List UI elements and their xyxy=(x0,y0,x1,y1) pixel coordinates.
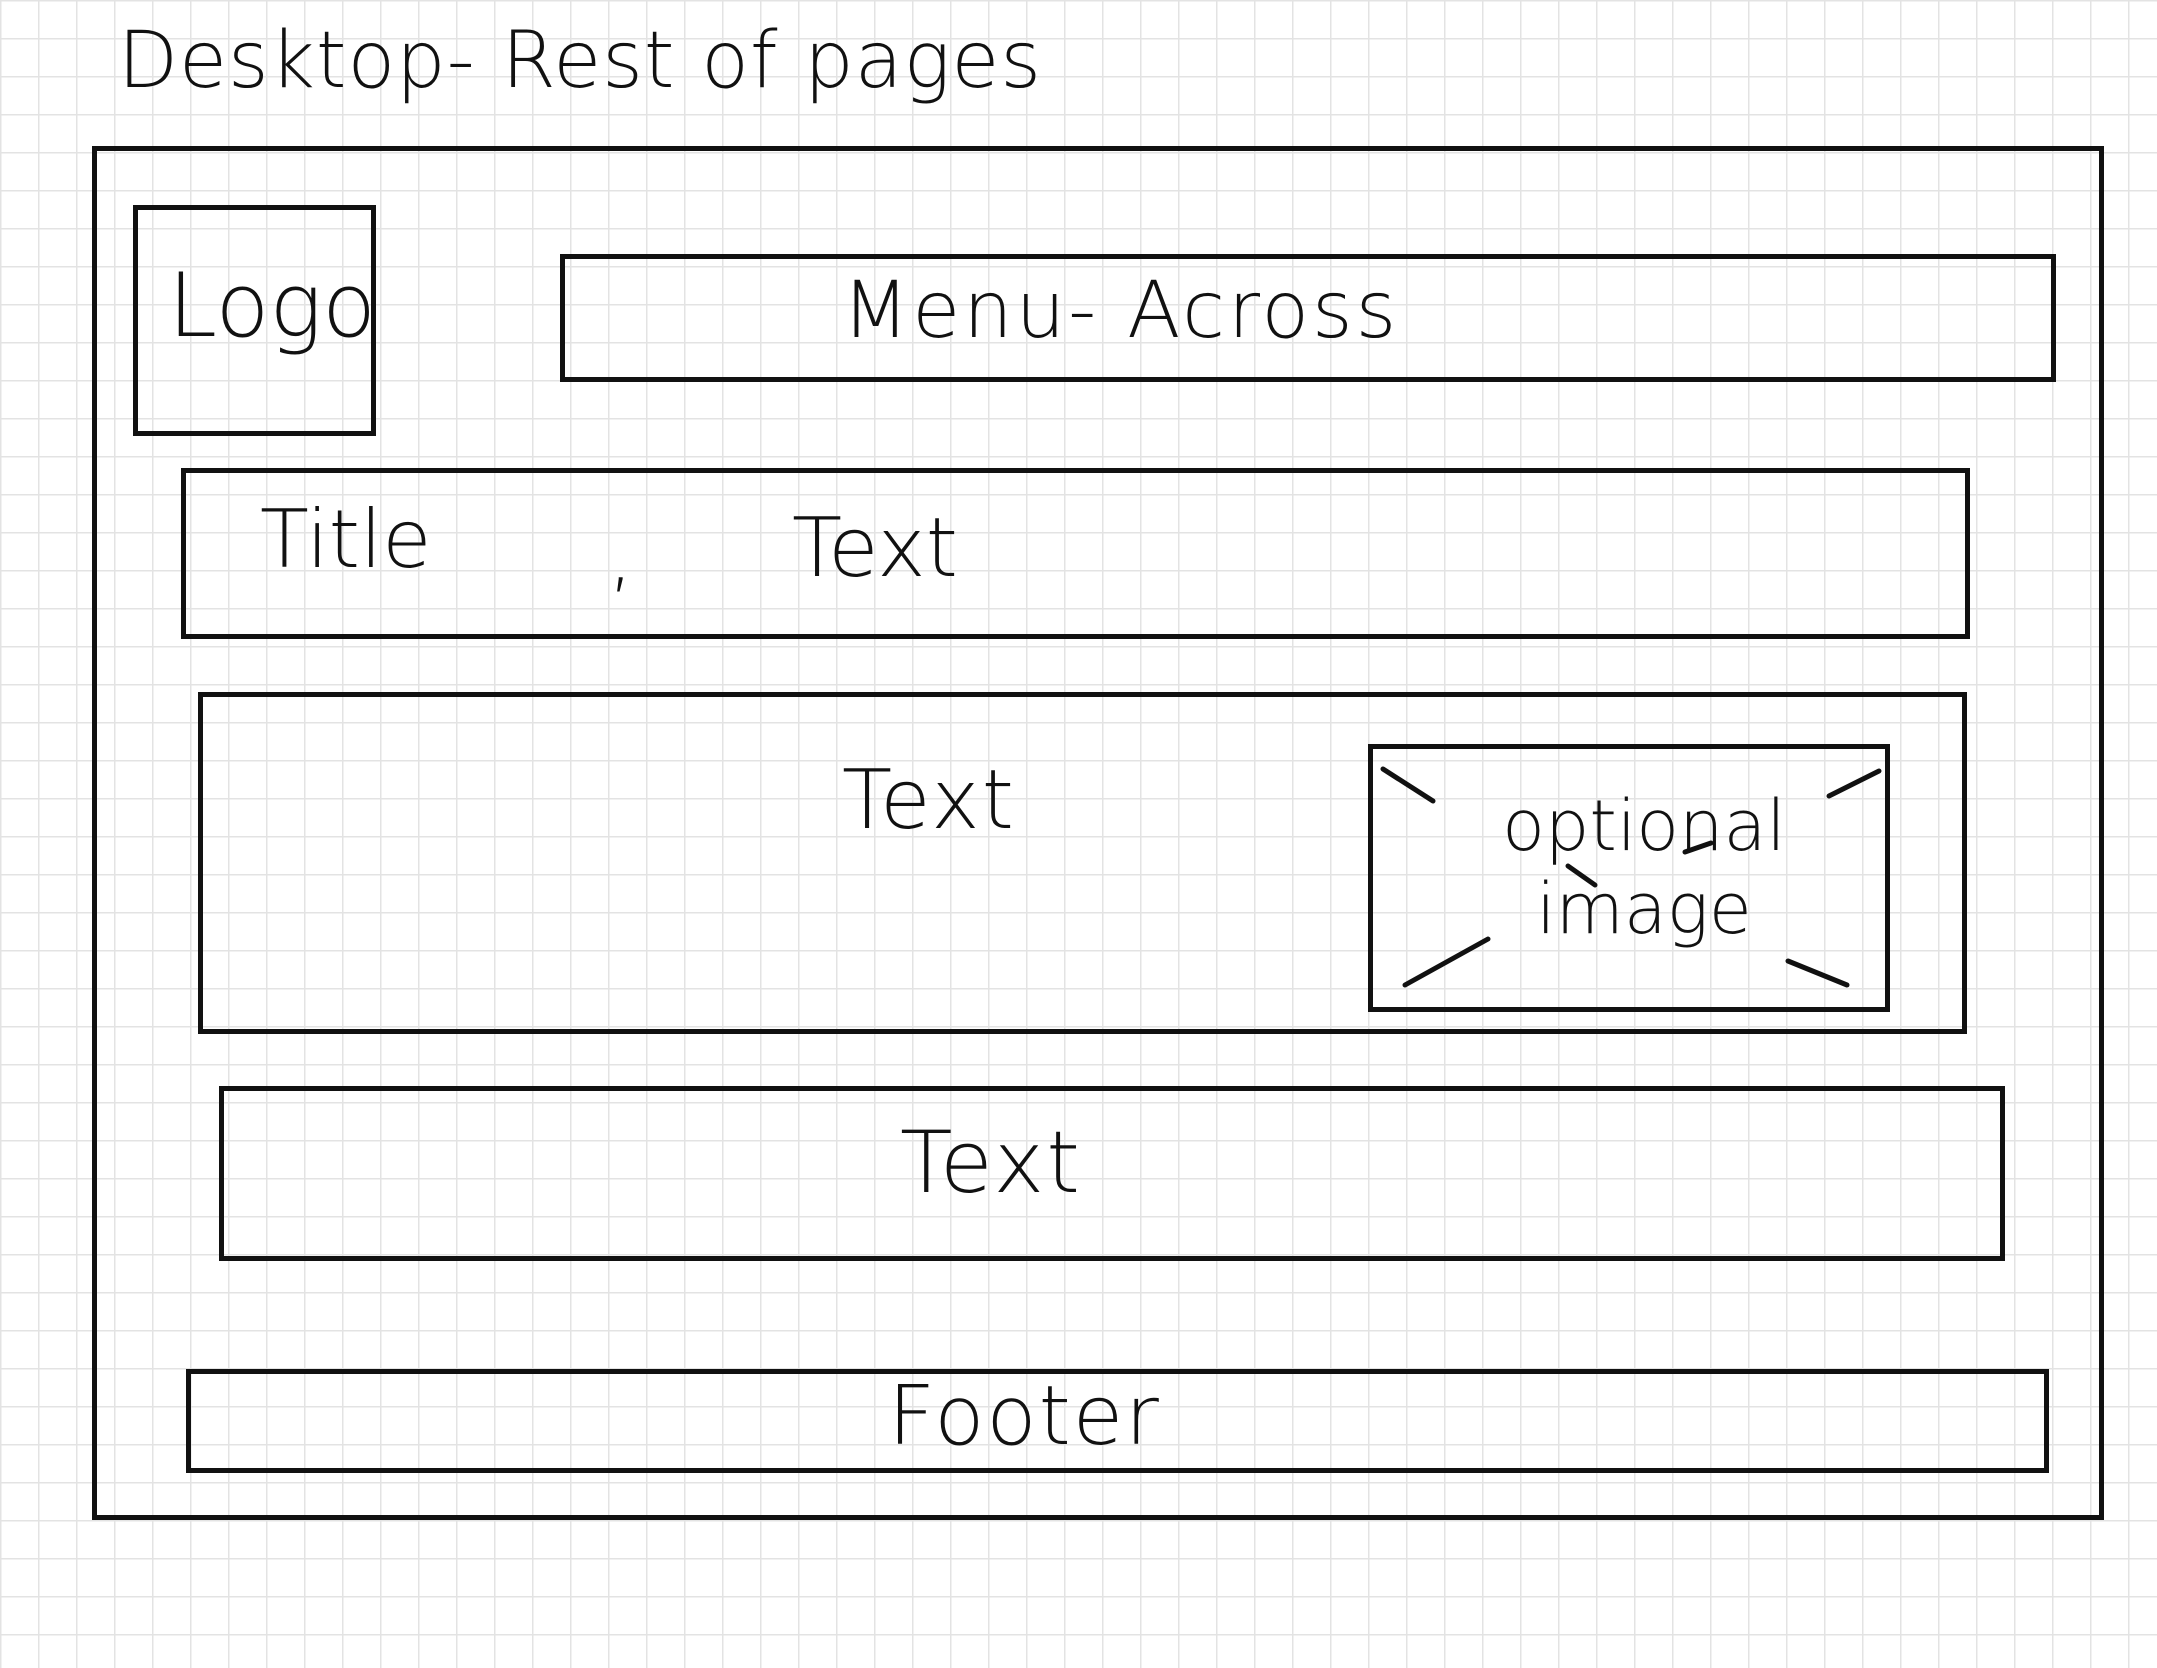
menu-bar[interactable] xyxy=(560,254,2056,382)
footer xyxy=(186,1369,2049,1473)
footer-label: Footer xyxy=(888,1369,1161,1464)
content-text-label: Text xyxy=(842,753,1016,848)
text-section-label: Text xyxy=(900,1113,1082,1213)
desktop-frame xyxy=(92,146,2104,1520)
optional-image-placeholder xyxy=(1368,744,1890,1012)
optional-image-label: optional image xyxy=(1502,785,1786,950)
title-separator: , xyxy=(608,508,634,601)
content-section xyxy=(198,692,1967,1034)
logo-label: Logo xyxy=(168,254,376,357)
title-section xyxy=(181,468,1970,639)
page-title: Desktop- Rest of pages xyxy=(118,16,1043,106)
menu-label: Menu- Across xyxy=(842,266,1400,356)
title-label: Title xyxy=(260,493,432,586)
image-placeholder-cross-icon xyxy=(1380,766,1882,988)
title-text-label: Text xyxy=(792,501,958,596)
logo-box[interactable] xyxy=(133,205,376,436)
text-section xyxy=(219,1086,2005,1261)
